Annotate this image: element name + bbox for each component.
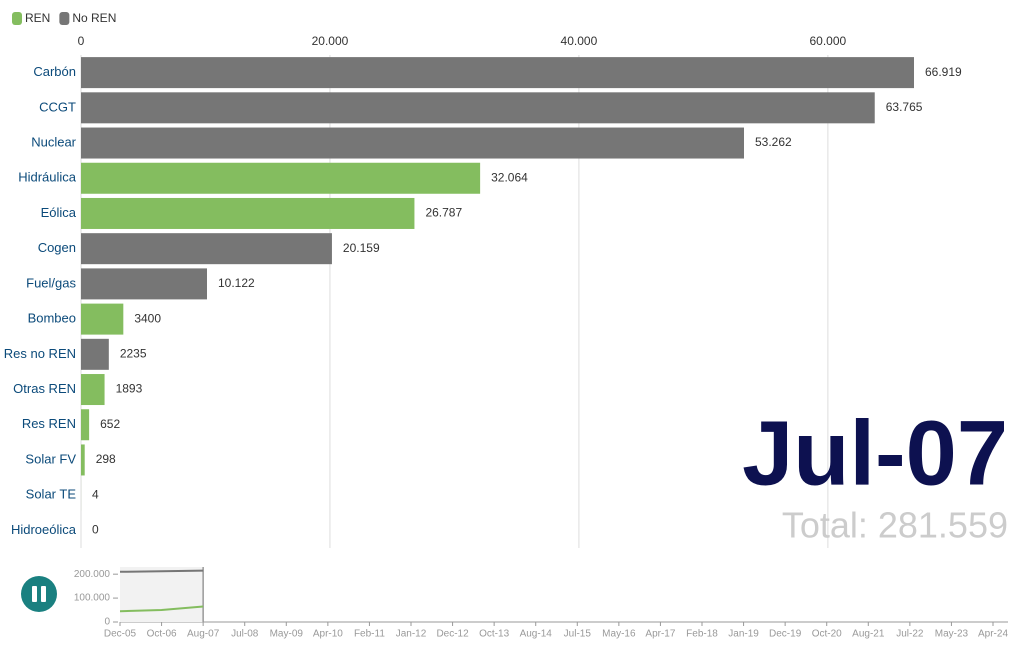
timeline-line xyxy=(119,605,204,613)
value-label: 20.159 xyxy=(343,241,380,255)
value-label: 2235 xyxy=(120,346,147,360)
date-label: Jul-07 xyxy=(742,402,1008,504)
x-tick-label: 60.000 xyxy=(810,34,847,48)
x-tick-label: Apr-10 xyxy=(313,629,343,640)
y-tick-label: 100.000 xyxy=(74,593,111,604)
y-tick-label: 0 xyxy=(104,617,110,628)
timeline-line xyxy=(119,569,204,573)
bar xyxy=(81,233,332,265)
value-label: 0 xyxy=(92,523,99,537)
x-tick-label: May-16 xyxy=(602,629,636,640)
category-label: Bombeo xyxy=(28,311,76,326)
y-tick-label: 200.000 xyxy=(74,569,111,580)
value-label: 53.262 xyxy=(755,135,792,149)
category-label: Solar TE xyxy=(26,487,77,502)
x-tick-label: Jul-22 xyxy=(896,629,924,640)
play-button[interactable] xyxy=(21,576,57,612)
category-label: Eólica xyxy=(41,205,77,220)
x-tick-label: Dec-19 xyxy=(769,629,802,640)
x-tick-label: 0 xyxy=(78,34,85,48)
bar xyxy=(81,92,875,124)
category-label: CCGT xyxy=(39,99,76,114)
bar xyxy=(81,162,481,194)
bar xyxy=(81,268,207,300)
value-label: 4 xyxy=(92,487,99,501)
bar xyxy=(81,409,90,441)
value-label: 32.064 xyxy=(491,170,528,184)
category-label: Otras REN xyxy=(13,381,76,396)
category-label: Res REN xyxy=(22,416,76,431)
x-tick-label: Jul-15 xyxy=(564,629,592,640)
value-label: 652 xyxy=(100,417,120,431)
legend-swatch xyxy=(59,12,70,25)
bar xyxy=(81,374,105,406)
x-tick-label: Oct-06 xyxy=(147,629,177,640)
value-label: 3400 xyxy=(134,311,161,325)
x-tick-label: Aug-07 xyxy=(187,629,220,640)
category-label: Res no REN xyxy=(4,346,76,361)
category-label: Carbón xyxy=(33,64,76,79)
bar xyxy=(81,303,124,335)
x-tick-label: 40.000 xyxy=(561,34,598,48)
value-label: 298 xyxy=(96,452,116,466)
bar xyxy=(81,338,109,370)
category-label: Cogen xyxy=(38,240,76,255)
value-label: 26.787 xyxy=(425,206,462,220)
bar xyxy=(81,127,744,159)
value-label: 66.919 xyxy=(925,65,962,79)
category-label: Fuel/gas xyxy=(26,275,76,290)
bar xyxy=(81,444,85,476)
x-tick-label: Dec-05 xyxy=(104,629,137,640)
x-tick-label: Oct-20 xyxy=(812,629,842,640)
category-label: Solar FV xyxy=(25,451,76,466)
x-tick-label: May-09 xyxy=(270,629,304,640)
category-label: Hidroeólica xyxy=(11,522,77,537)
legend-label: REN xyxy=(25,11,50,25)
bar xyxy=(81,197,415,229)
bar xyxy=(81,57,914,89)
total-label: Total: 281.559 xyxy=(782,505,1008,546)
x-tick-label: Feb-18 xyxy=(686,629,718,640)
x-tick-label: Jan-19 xyxy=(728,629,759,640)
x-tick-label: 20.000 xyxy=(312,34,349,48)
x-tick-label: Dec-12 xyxy=(436,629,469,640)
x-tick-label: Jan-12 xyxy=(396,629,427,640)
x-tick-label: Aug-14 xyxy=(520,629,553,640)
x-tick-label: Jul-08 xyxy=(231,629,259,640)
x-tick-label: Feb-11 xyxy=(354,629,385,640)
x-tick-label: Oct-13 xyxy=(479,629,509,640)
x-tick-label: Apr-24 xyxy=(978,629,1008,640)
legend-label: No REN xyxy=(72,11,116,25)
x-tick-label: Apr-17 xyxy=(645,629,675,640)
value-label: 1893 xyxy=(116,382,143,396)
category-label: Nuclear xyxy=(31,134,76,149)
x-tick-label: May-23 xyxy=(935,629,969,640)
value-label: 10.122 xyxy=(218,276,255,290)
value-label: 63.765 xyxy=(886,100,923,114)
x-tick-label: Aug-21 xyxy=(852,629,885,640)
legend-swatch xyxy=(12,12,22,25)
category-label: Hidráulica xyxy=(18,170,77,185)
slider-track xyxy=(120,567,204,622)
